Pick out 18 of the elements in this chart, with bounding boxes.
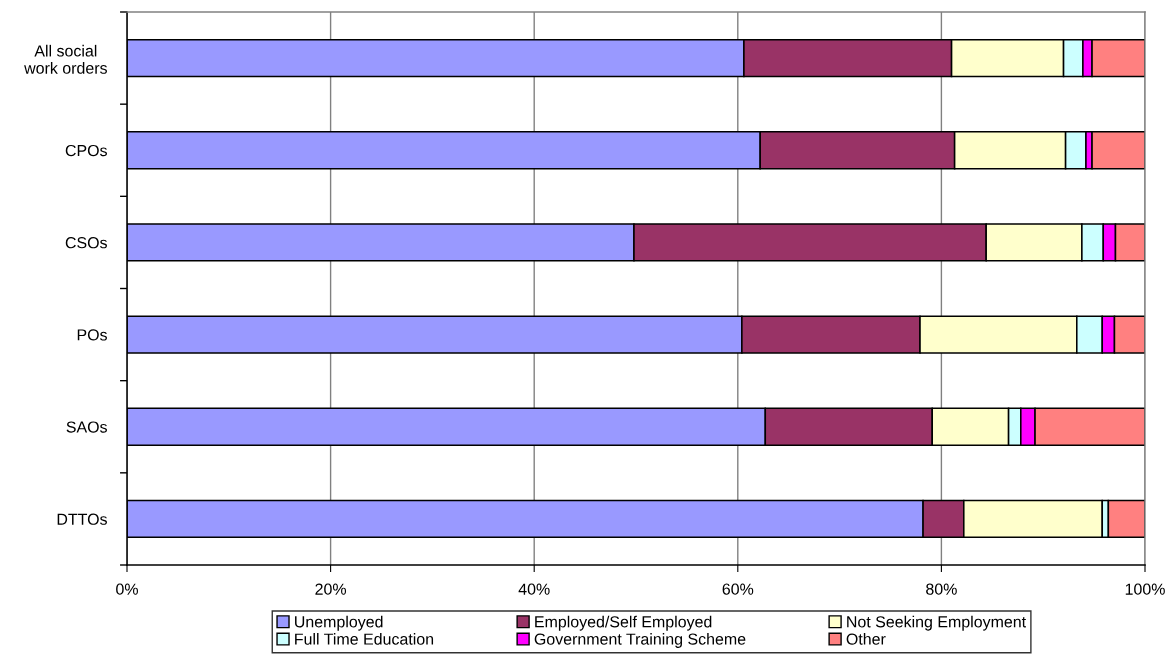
x-tick-label: 20% bbox=[315, 583, 347, 595]
legend-label: Employed/Self Employed bbox=[535, 615, 712, 631]
x-tick-label: 60% bbox=[722, 583, 754, 595]
x-tick-label: 80% bbox=[926, 583, 957, 595]
y-tick-label: All social work orders bbox=[24, 44, 107, 74]
x-tick-label: 40% bbox=[518, 583, 550, 595]
y-tick-label: POs bbox=[77, 329, 107, 341]
x-tick-label: 0% bbox=[116, 583, 138, 595]
legend-label: Unemployed bbox=[295, 615, 383, 631]
y-tick-label: DTTOs bbox=[57, 513, 107, 525]
legend-label: Not Seeking Employment bbox=[847, 615, 1026, 631]
y-tick-label: SAOs bbox=[66, 421, 107, 433]
legend-label: Government Training Scheme bbox=[534, 633, 746, 648]
legend-label: Full Time Education bbox=[295, 633, 434, 645]
y-tick-label: CSOs bbox=[65, 237, 107, 249]
x-tick-label: 100% bbox=[1125, 583, 1165, 595]
y-tick-label: CPOs bbox=[65, 144, 107, 157]
legend-label: Other bbox=[846, 633, 886, 645]
